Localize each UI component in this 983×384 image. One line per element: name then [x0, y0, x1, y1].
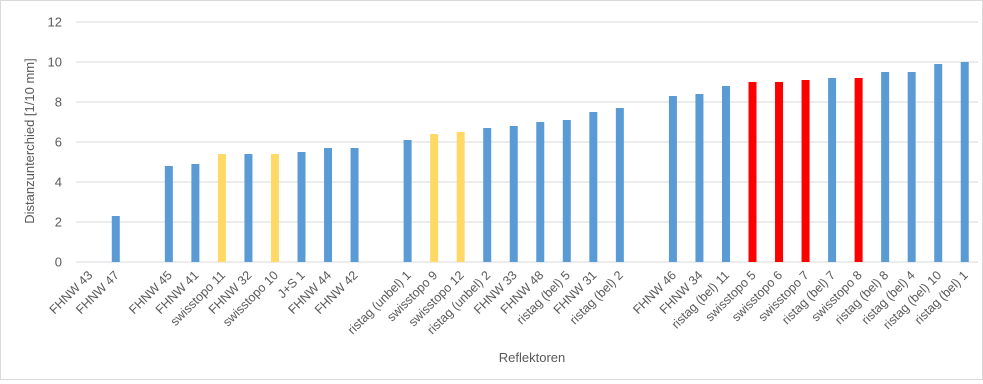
bar: [562, 120, 571, 262]
bar: [217, 154, 226, 262]
bar: [324, 148, 333, 262]
bar: [668, 96, 677, 262]
bar: [960, 62, 969, 262]
y-tick-label: 10: [48, 55, 62, 70]
bar: [748, 82, 757, 262]
bar: [111, 216, 120, 262]
bar: [801, 80, 810, 262]
bar: [536, 122, 545, 262]
y-tick-label: 8: [55, 95, 62, 110]
bar: [270, 154, 279, 262]
x-axis-title: Reflektoren: [499, 350, 565, 365]
bar: [775, 82, 784, 262]
bar: [456, 132, 465, 262]
bar: [695, 94, 704, 262]
bar: [828, 78, 837, 262]
bar: [244, 154, 253, 262]
bar: [350, 148, 359, 262]
bar: [430, 134, 439, 262]
bar: [483, 128, 492, 262]
y-tick-label: 0: [55, 255, 62, 270]
bar: [907, 72, 916, 262]
bar: [589, 112, 598, 262]
bar: [403, 140, 412, 262]
bar: [615, 108, 624, 262]
bars: [111, 62, 969, 262]
bar: [297, 152, 306, 262]
y-tick-label: 12: [48, 15, 62, 30]
y-tick-label: 6: [55, 135, 62, 150]
gridlines: [76, 21, 978, 263]
bar: [934, 64, 943, 262]
bar: [191, 164, 200, 262]
bar: [881, 72, 890, 262]
bar: [164, 166, 173, 262]
y-tick-label: 4: [55, 175, 62, 190]
y-tick-label: 2: [55, 215, 62, 230]
bar: [721, 86, 730, 262]
bar: [854, 78, 863, 262]
y-axis-title: Distanzunterchied [1/10 mm]: [22, 58, 37, 223]
bar: [509, 126, 518, 262]
